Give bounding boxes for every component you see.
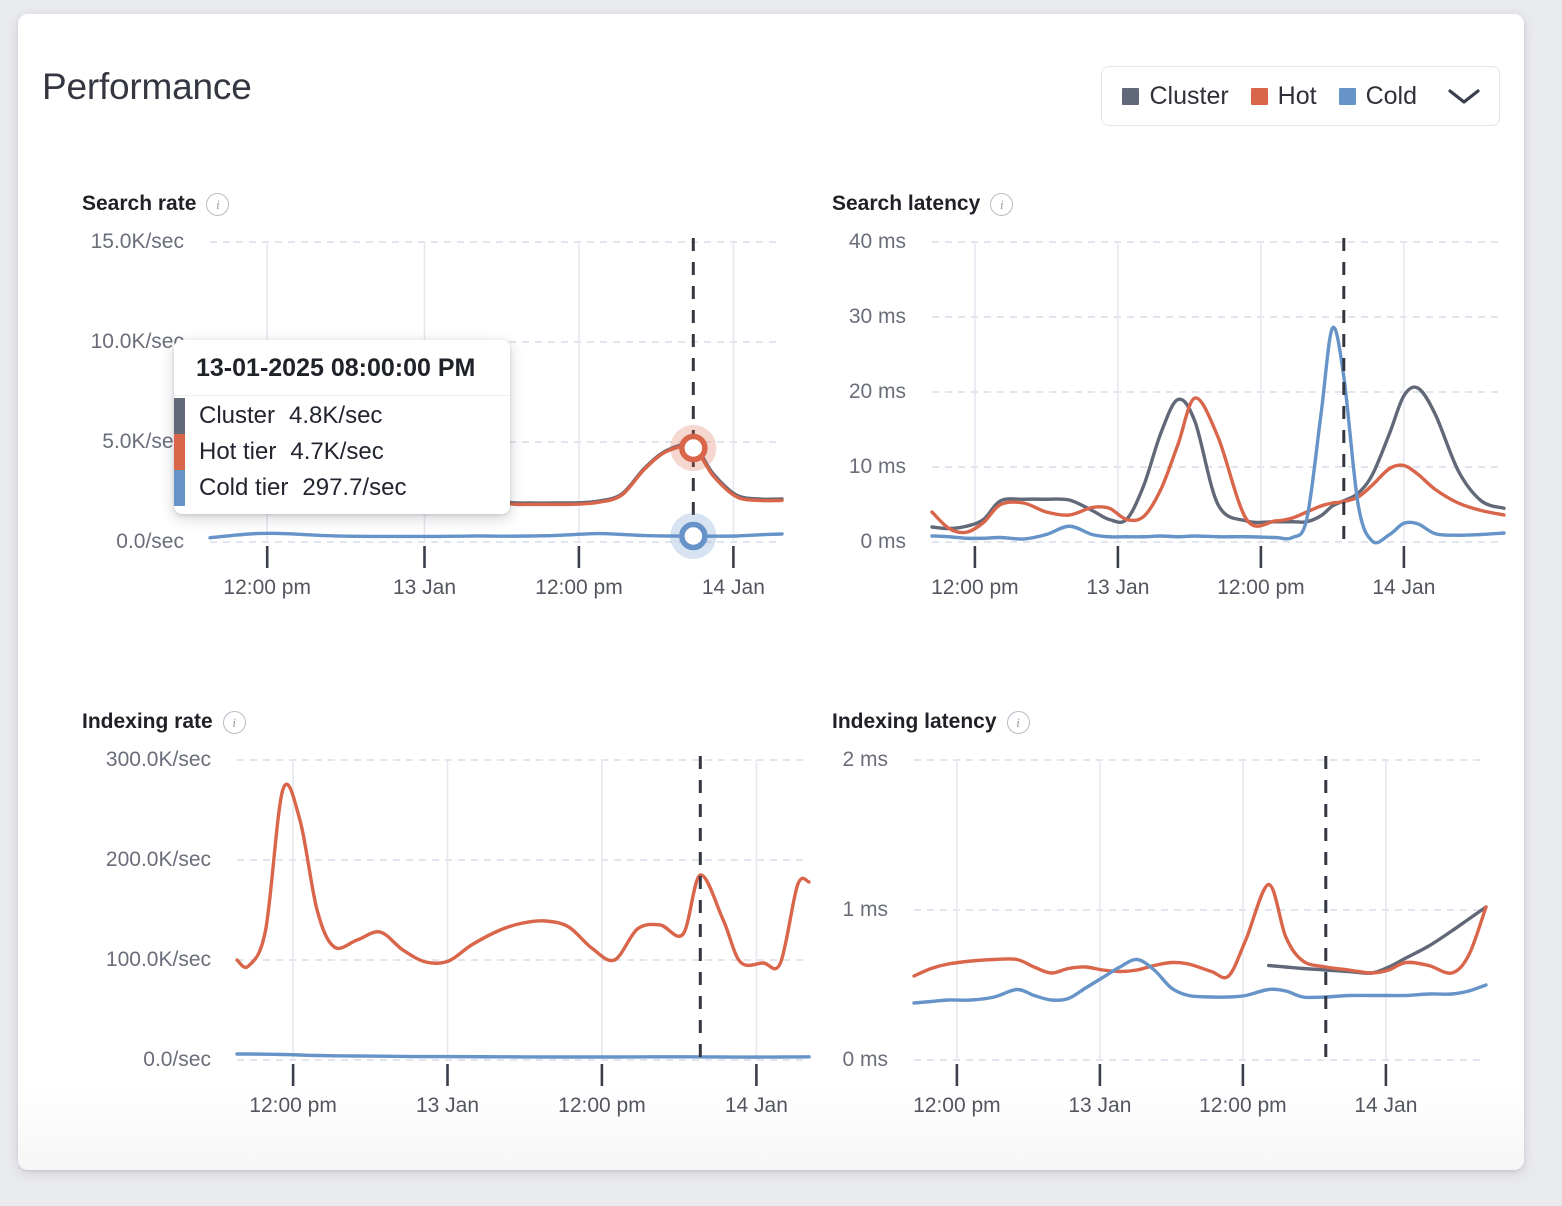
tooltip-row: Cluster 4.8K/sec (174, 398, 510, 434)
chart-search-latency: Search latency i 0 ms 10 ms 20 ms 30 ms 40 m… (832, 192, 1524, 642)
x-axis-tick-label: 13 Jan (1086, 576, 1150, 599)
y-axis-tick-label: 5.0K/sec (102, 430, 184, 453)
x-axis-tick-label: 14 Jan (724, 1094, 788, 1117)
chart-title: Indexing latency (832, 710, 997, 733)
x-axis-tick-label: 14 Jan (701, 576, 765, 599)
x-axis-tick-label: 14 Jan (1372, 576, 1436, 599)
info-icon[interactable]: i (206, 192, 230, 216)
page-title: Performance (42, 66, 252, 107)
x-axis-tick-label: 13 Jan (392, 576, 457, 599)
chart-header: Search latency i (832, 192, 1014, 216)
tooltip-series-value: 297.7/sec (302, 474, 407, 501)
y-axis-tick-label: 2 ms (842, 748, 888, 771)
square-swatch-icon (1250, 87, 1268, 105)
chevron-down-icon[interactable] (1447, 86, 1481, 106)
x-axis-tick-label: 12:00 pm (931, 576, 1019, 599)
x-axis-tick-label: 13 Jan (415, 1094, 480, 1117)
legend-item-hot[interactable]: Hot (1250, 81, 1317, 111)
series-legend[interactable]: Cluster Hot Cold (1101, 66, 1500, 126)
square-swatch-icon (1338, 87, 1356, 105)
tooltip-series-name: Cold tier (199, 474, 289, 501)
y-axis-tick-label: 100.0K/sec (105, 948, 211, 971)
legend-label-cluster: Cluster (1149, 81, 1229, 110)
chart-title: Search rate (82, 192, 197, 215)
y-axis-tick-label: 0 ms (860, 530, 906, 553)
card-surface: Performance Cluster Hot Cold (18, 14, 1524, 1170)
hover-tooltip: 13-01-2025 08:00:00 PM Cluster 4.8K/sec … (174, 340, 510, 514)
series-color-bar (174, 470, 185, 506)
info-icon[interactable]: i (1006, 710, 1030, 734)
y-axis-tick-label: 0.0/sec (116, 530, 184, 553)
tooltip-series-name: Cluster (199, 402, 276, 429)
y-axis-tick-label: 0 ms (842, 1048, 888, 1071)
series-color-bar (174, 434, 185, 470)
x-axis-tick-label: 14 Jan (1354, 1094, 1418, 1117)
x-axis-tick-label: 12:00 pm (535, 576, 623, 599)
square-swatch-icon (1122, 87, 1140, 105)
x-axis-tick-label: 12:00 pm (1217, 576, 1305, 599)
tooltip-row: Cold tier 297.7/sec (174, 470, 510, 506)
y-axis-tick-label: 15.0K/sec (90, 230, 184, 253)
chart-indexing-latency: Indexing latency i 0 ms 1 ms 2 ms 12:00 pm 1… (832, 710, 1524, 1160)
info-icon[interactable]: i (222, 710, 246, 734)
x-axis-tick-label: 12:00 pm (223, 576, 311, 599)
tooltip-series-name: Hot tier (199, 438, 277, 465)
series-color-bar (174, 398, 185, 434)
y-axis-tick-label: 10 ms (848, 455, 906, 478)
x-axis-tick-label: 12:00 pm (1199, 1094, 1287, 1117)
tooltip-timestamp: 13-01-2025 08:00:00 PM (174, 340, 510, 396)
x-axis-tick-label: 12:00 pm (249, 1094, 337, 1117)
chart-header: Indexing latency i (832, 710, 1030, 734)
chart-header: Search rate i (82, 192, 230, 216)
plot-area[interactable]: 0 ms 1 ms 2 ms 12:00 pm 13 Jan 12:00 pm 14 Jan (832, 748, 1488, 1136)
tooltip-row: Hot tier 4.7K/sec (174, 434, 510, 470)
legend-label-cold: Cold (1365, 81, 1417, 110)
tooltip-series-value: 4.7K/sec (290, 438, 384, 465)
y-axis-tick-label: 20 ms (848, 380, 906, 403)
legend-item-cold[interactable]: Cold (1338, 81, 1417, 111)
chart-title: Indexing rate (82, 710, 213, 733)
plot-area[interactable]: 0 ms 10 ms 20 ms 30 ms 40 ms 12:00 pm 13 Jan 12… (832, 230, 1506, 618)
chart-indexing-rate: Indexing rate i 0.0/sec 100.0K/sec 200.0K/… (82, 710, 811, 1160)
legend-item-cluster[interactable]: Cluster (1122, 81, 1229, 111)
chart-title: Search latency (832, 192, 981, 215)
y-axis-tick-label: 1 ms (842, 898, 888, 921)
y-axis-tick-label: 200.0K/sec (105, 848, 211, 871)
chart-header: Indexing rate i (82, 710, 246, 734)
tooltip-series-value: 4.8K/sec (289, 402, 383, 429)
y-axis-tick-label: 300.0K/sec (105, 748, 211, 771)
y-axis-tick-label: 0.0/sec (143, 1048, 211, 1071)
x-axis-tick-label: 12:00 pm (558, 1094, 646, 1117)
legend-label-hot: Hot (1277, 81, 1317, 110)
info-icon[interactable]: i (990, 192, 1014, 216)
x-axis-tick-label: 13 Jan (1068, 1094, 1132, 1117)
performance-card: Performance Cluster Hot Cold (18, 14, 1524, 1170)
x-axis-tick-label: 12:00 pm (913, 1094, 1001, 1117)
tooltip-rows: Cluster 4.8K/sec Hot tier 4.7K/sec Cold … (174, 396, 510, 514)
plot-area[interactable]: 0.0/sec 100.0K/sec 200.0K/sec 300.0K/sec 12:… (82, 748, 811, 1136)
y-axis-tick-label: 10.0K/sec (90, 330, 184, 353)
y-axis-tick-label: 40 ms (848, 230, 906, 253)
y-axis-tick-label: 30 ms (848, 305, 906, 328)
